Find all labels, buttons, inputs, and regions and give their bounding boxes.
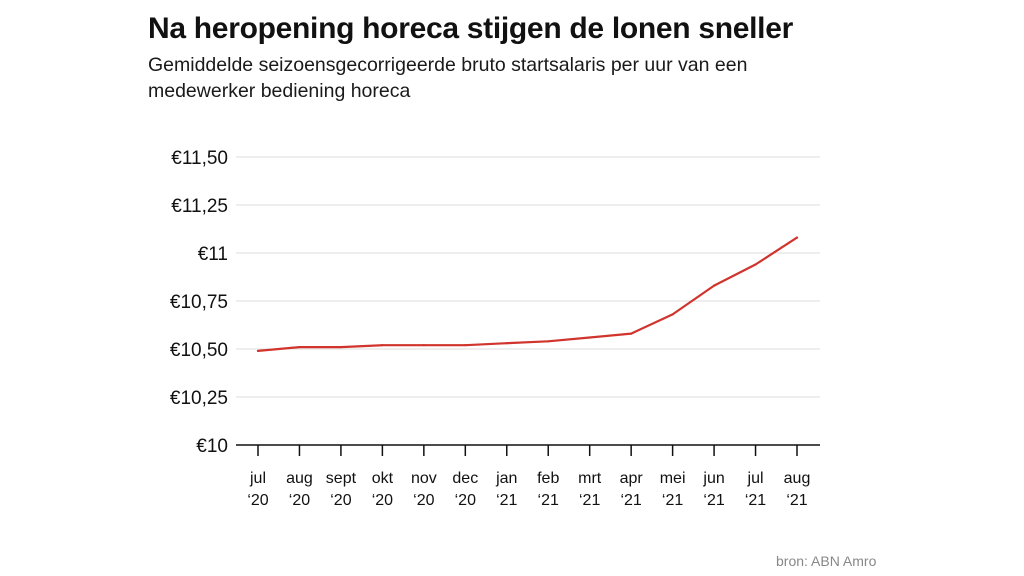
data-point xyxy=(298,345,301,349)
x-tick-label-month: dec xyxy=(452,470,478,487)
x-tick-label-month: sept xyxy=(326,470,357,487)
series-line xyxy=(256,236,799,352)
series xyxy=(256,236,799,353)
x-tick-label-year: ‘21 xyxy=(620,492,641,509)
x-axis-tick-labels: jul ‘20 aug ‘20 sept ‘20 okt ‘20 nov ‘20 dec ‘20 jan… xyxy=(247,470,810,509)
x-tick-label-year: ‘21 xyxy=(538,492,559,509)
x-tick-label-year: ‘20 xyxy=(247,492,268,509)
x-tick-label-year: ‘21 xyxy=(703,492,724,509)
x-tick-label-year: ‘21 xyxy=(579,492,600,509)
y-tick-label: €10,25 xyxy=(170,388,228,409)
x-tick-label-year: ‘21 xyxy=(662,492,683,509)
x-tick-label-year: ‘21 xyxy=(745,492,766,509)
data-point xyxy=(630,332,633,335)
x-tick-label-year: ‘20 xyxy=(372,492,393,509)
y-tick-label: €10 xyxy=(196,436,228,457)
x-tick-label-month: aug xyxy=(286,470,313,487)
source-note: bron: ABN Amro xyxy=(776,553,877,569)
x-tick-label-month: apr xyxy=(620,470,644,487)
data-point xyxy=(547,340,550,343)
x-tick-label-month: okt xyxy=(372,470,394,487)
data-point xyxy=(339,345,343,349)
data-point xyxy=(464,344,467,347)
data-point xyxy=(422,344,425,347)
x-tick-label-month: jun xyxy=(702,470,724,487)
x-tick-label-year: ‘20 xyxy=(413,492,434,509)
y-axis-tick-labels: €10 €10,25 €10,50 €10,75 €11 €11,25 €11,50 xyxy=(170,148,228,457)
x-tick-label-year: ‘21 xyxy=(496,492,517,509)
y-tick-label: €10,75 xyxy=(170,292,228,313)
data-point xyxy=(712,284,716,287)
y-tick-label: €11,50 xyxy=(171,148,228,169)
x-tick-label-month: nov xyxy=(411,470,437,487)
x-tick-label-month: mei xyxy=(660,470,686,487)
chart-subtitle: Gemiddelde seizoensgecorrigeerde bruto s… xyxy=(148,54,748,102)
data-point xyxy=(256,349,260,353)
x-tick-label-year: ‘20 xyxy=(289,492,310,509)
x-tick-label-month: aug xyxy=(784,470,811,487)
x-tick-label-month: feb xyxy=(537,470,559,487)
chart-title: Na heropening horeca stijgen de lonen sn… xyxy=(148,12,793,45)
x-tick-label-year: ‘20 xyxy=(330,492,351,509)
y-tick-label: €11 xyxy=(198,244,228,265)
data-point xyxy=(671,313,674,316)
data-point xyxy=(381,344,384,347)
x-tick-label-month: jan xyxy=(495,470,517,487)
gridlines xyxy=(236,156,820,398)
x-tick-label-year: ‘20 xyxy=(455,492,476,509)
x-axis xyxy=(236,444,820,456)
data-point xyxy=(795,236,799,239)
x-tick-label-year: ‘21 xyxy=(786,492,807,509)
data-point xyxy=(505,342,508,345)
x-tick-label-month: mrt xyxy=(578,470,602,487)
data-point xyxy=(754,263,757,266)
x-tick-label-month: jul xyxy=(747,470,764,487)
y-tick-label: €11,25 xyxy=(171,196,228,217)
x-tick-label-month: jul xyxy=(249,470,266,487)
y-tick-label: €10,50 xyxy=(170,340,228,361)
data-point xyxy=(588,336,591,339)
